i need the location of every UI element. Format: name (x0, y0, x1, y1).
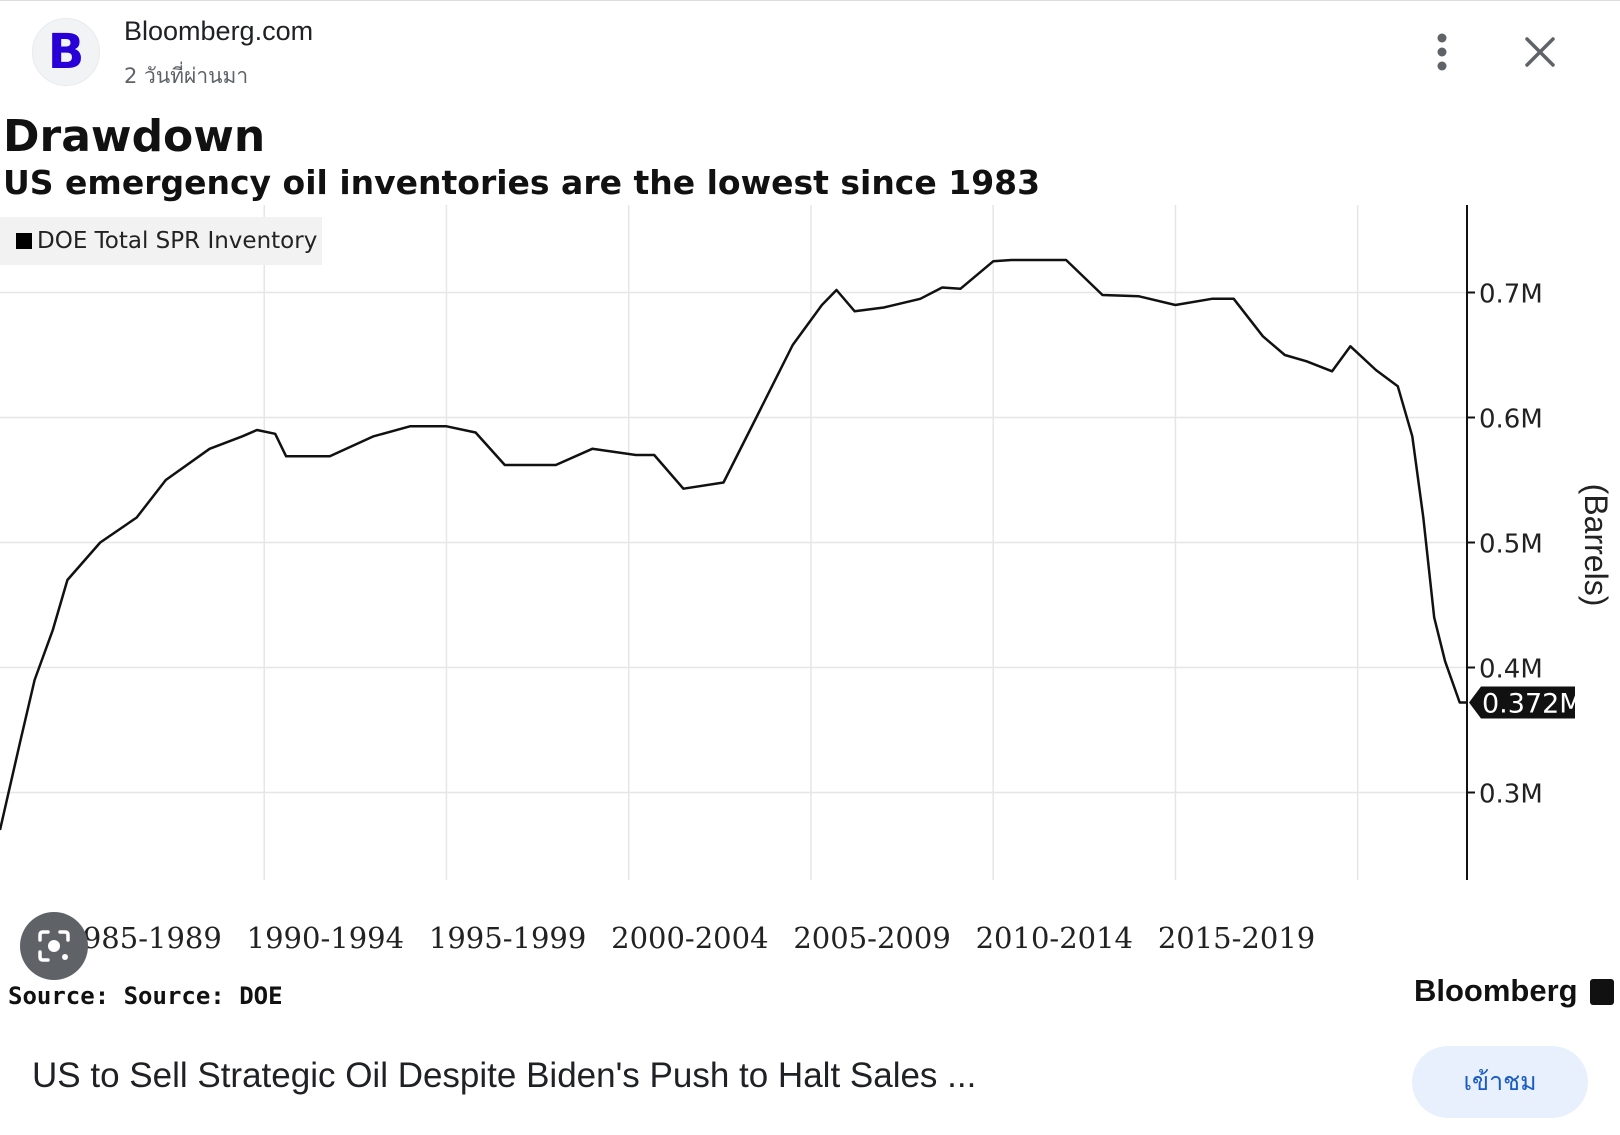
y-tick-label: 0.3M (1479, 780, 1543, 810)
last-value-label: 0.372M (1482, 689, 1583, 720)
top-divider (0, 0, 1620, 1)
chart-image[interactable]: 0.3M 0.4M 0.5M 0.6M 0.7M (Barrels) 1985-1989 19… (0, 105, 1620, 1013)
chart-source: Source: Source: DOE (8, 982, 283, 1010)
site-name[interactable]: Bloomberg.com (124, 16, 314, 46)
site-logo-letter: B (47, 24, 85, 80)
chart-legend: DOE Total SPR Inventory (0, 217, 322, 265)
chart-grid (0, 205, 1467, 880)
series-layer (0, 258, 1467, 831)
series-line (0, 258, 1467, 831)
y-axis-label: (Barrels) (1578, 484, 1614, 607)
more-vert-icon (1437, 33, 1447, 71)
result-header: B Bloomberg.com 2 วันที่ผ่านมา (0, 0, 1620, 105)
cut-off-text (150, 1122, 330, 1135)
chart-brand: Bloomberg (1414, 973, 1578, 1008)
site-logo[interactable]: B (32, 18, 100, 86)
y-axis (1466, 205, 1475, 880)
y-tick-label: 0.7M (1479, 280, 1543, 310)
last-value-badge: 0.372M (1469, 686, 1583, 720)
y-tick-label: 0.6M (1479, 405, 1543, 435)
legend-swatch (16, 233, 32, 249)
more-options-button[interactable] (1420, 28, 1464, 76)
x-tick-label: 2015-2019 (1158, 921, 1315, 955)
tick-labels: 0.3M 0.4M 0.5M 0.6M 0.7M (Barrels) 1985-1989 19… (64, 280, 1614, 956)
y-tick-label: 0.4M (1479, 655, 1543, 685)
chart-title: Drawdown (3, 111, 266, 162)
x-tick-label: 1995-1999 (429, 921, 586, 955)
x-tick-label: 1985-1989 (64, 921, 221, 955)
y-tick-label: 0.5M (1479, 530, 1543, 560)
bloomberg-terminal-icon (1590, 979, 1614, 1005)
line-chart: 0.3M 0.4M 0.5M 0.6M 0.7M (Barrels) 1985-1989 19… (0, 205, 1614, 956)
x-tick-label: 2005-2009 (793, 921, 950, 955)
google-lens-icon (38, 930, 70, 962)
last-value-tag (1469, 686, 1575, 719)
article-title-link[interactable]: US to Sell Strategic Oil Despite Biden's… (32, 1056, 977, 1095)
x-tick-label: 2010-2014 (976, 921, 1133, 955)
lens-button[interactable] (20, 912, 88, 980)
x-tick-label: 2000-2004 (611, 921, 768, 955)
x-tick-label: 1990-1994 (247, 921, 404, 955)
legend-label: DOE Total SPR Inventory (37, 228, 318, 254)
publish-time: 2 วันที่ผ่านมา (124, 64, 249, 88)
close-icon (1525, 37, 1555, 67)
close-button[interactable] (1518, 30, 1562, 74)
chart-subtitle: US emergency oil inventories are the low… (3, 163, 1041, 202)
visit-button[interactable]: เข้าชม (1412, 1046, 1588, 1118)
